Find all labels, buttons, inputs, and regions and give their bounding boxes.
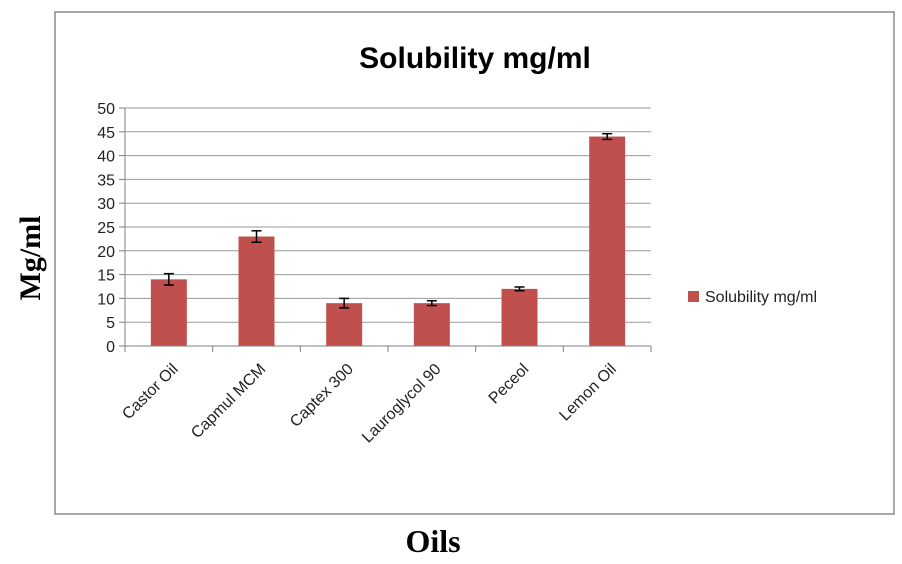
y-tick-label: 30	[97, 196, 115, 213]
y-tick-label: 15	[97, 268, 115, 285]
bar	[501, 288, 538, 346]
y-tick-label: 0	[106, 339, 115, 356]
x-axis-label: Oils	[405, 523, 460, 559]
bar	[413, 303, 450, 346]
bar	[589, 136, 626, 346]
bar	[150, 279, 187, 346]
axes	[124, 108, 651, 347]
chart-frame	[54, 11, 895, 515]
bar	[238, 236, 275, 346]
legend-swatch	[688, 291, 699, 302]
y-tick-label: 45	[97, 125, 115, 142]
y-tick-label: 10	[97, 291, 115, 308]
gridlines	[119, 107, 652, 352]
y-tick-labels: 0 5 10 15 20 25 30 35 40 45 50	[97, 101, 115, 356]
y-tick-label: 50	[97, 101, 115, 118]
chart-title: Solubility mg/ml	[359, 42, 591, 75]
y-tick-label: 25	[97, 220, 115, 237]
bar	[326, 303, 363, 346]
y-tick-label: 5	[106, 315, 115, 332]
legend: Solubility mg/ml	[688, 289, 817, 306]
error-bars	[163, 132, 613, 309]
y-tick-label: 35	[97, 172, 115, 189]
y-tick-label: 40	[97, 149, 115, 166]
bars	[150, 136, 626, 346]
legend-label: Solubility mg/ml	[705, 289, 817, 306]
y-axis-label: Mg/ml	[14, 216, 47, 301]
y-tick-label: 20	[97, 244, 115, 261]
